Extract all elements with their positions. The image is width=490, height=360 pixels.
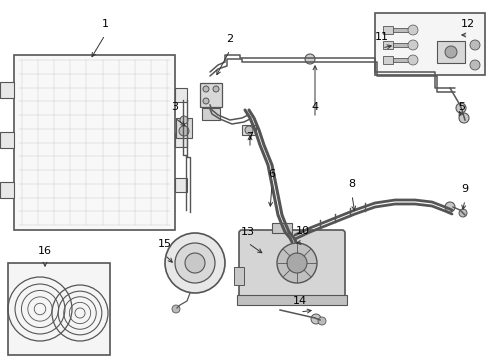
Circle shape	[245, 126, 253, 134]
Circle shape	[456, 103, 466, 113]
Circle shape	[277, 243, 317, 283]
Circle shape	[203, 98, 209, 104]
Circle shape	[470, 60, 480, 70]
Text: 9: 9	[462, 184, 468, 194]
Circle shape	[172, 305, 180, 313]
Circle shape	[290, 235, 300, 245]
Circle shape	[408, 25, 418, 35]
Bar	[0, 82, 14, 98]
Circle shape	[175, 243, 215, 283]
Circle shape	[445, 202, 455, 212]
Circle shape	[213, 86, 219, 92]
Bar	[175, 178, 187, 192]
Bar	[200, 83, 222, 107]
Text: 1: 1	[101, 19, 108, 29]
Text: 14: 14	[293, 296, 307, 306]
Circle shape	[180, 116, 188, 124]
Bar	[176, 118, 192, 138]
Bar	[14, 55, 175, 230]
Circle shape	[459, 113, 469, 123]
Bar	[242, 125, 256, 135]
Bar	[202, 108, 220, 120]
Text: 3: 3	[172, 102, 178, 112]
Bar	[0, 182, 14, 198]
Circle shape	[185, 253, 205, 273]
Circle shape	[459, 209, 467, 217]
Circle shape	[165, 233, 225, 293]
Bar	[272, 223, 292, 233]
Text: 16: 16	[38, 246, 52, 256]
FancyBboxPatch shape	[239, 230, 345, 298]
Bar	[393, 43, 411, 47]
Circle shape	[287, 253, 307, 273]
Bar	[175, 88, 187, 102]
Bar	[383, 41, 393, 49]
Text: 13: 13	[241, 227, 255, 237]
Bar	[175, 133, 187, 147]
Text: 11: 11	[375, 32, 389, 42]
Circle shape	[311, 314, 321, 324]
Circle shape	[179, 126, 189, 136]
Text: 4: 4	[312, 102, 318, 112]
Text: 12: 12	[461, 19, 475, 29]
Bar	[0, 132, 14, 148]
Text: 10: 10	[296, 226, 310, 236]
Bar	[393, 28, 411, 32]
Bar	[383, 56, 393, 64]
Bar	[393, 58, 411, 62]
Bar	[8, 263, 110, 355]
Text: 6: 6	[269, 169, 275, 179]
Circle shape	[318, 317, 326, 325]
Circle shape	[470, 40, 480, 50]
Text: 7: 7	[246, 132, 253, 142]
Circle shape	[408, 40, 418, 50]
Circle shape	[408, 55, 418, 65]
Circle shape	[305, 54, 315, 64]
Text: 5: 5	[459, 102, 466, 112]
Text: 8: 8	[348, 179, 356, 189]
Circle shape	[203, 86, 209, 92]
Circle shape	[445, 46, 457, 58]
Bar	[383, 26, 393, 34]
Text: 2: 2	[226, 34, 234, 44]
Bar	[437, 41, 465, 63]
Bar	[237, 295, 347, 305]
Text: 15: 15	[158, 239, 172, 249]
Bar	[375, 13, 485, 75]
Bar	[234, 267, 244, 285]
Circle shape	[284, 241, 292, 249]
